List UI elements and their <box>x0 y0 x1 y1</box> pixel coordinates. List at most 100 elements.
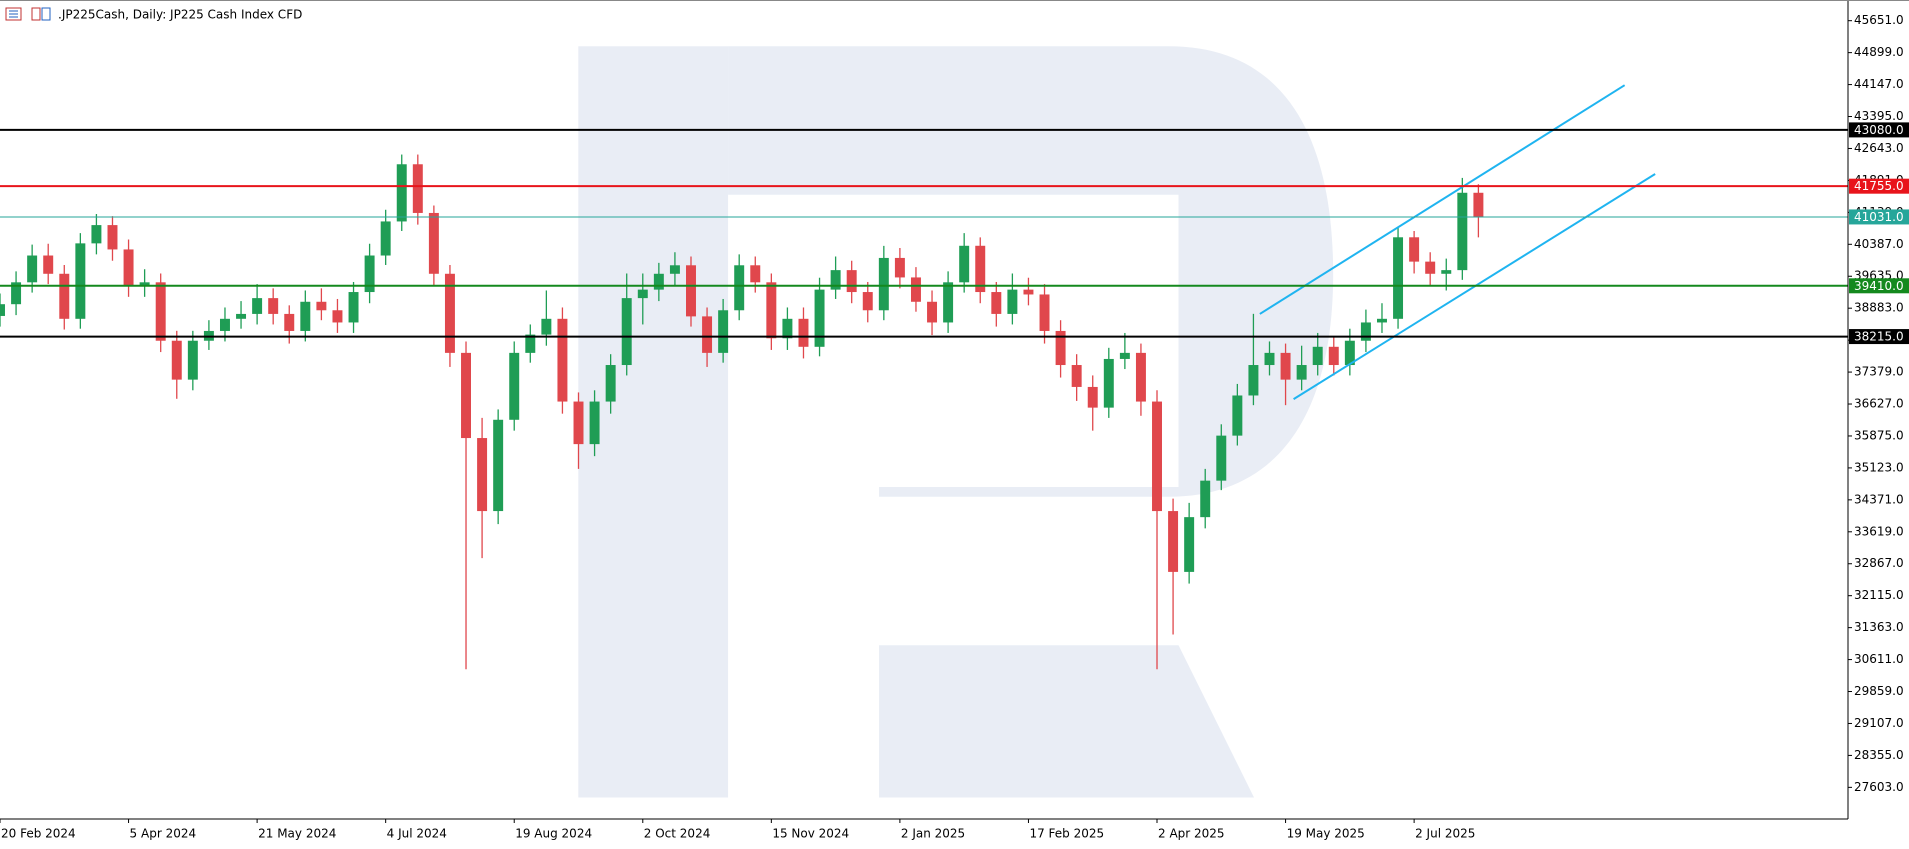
candle-body <box>653 273 664 290</box>
candle-body <box>637 289 648 299</box>
trend-line <box>1259 84 1626 315</box>
candle-body <box>1119 352 1130 359</box>
candle-body <box>750 265 761 283</box>
level-label-box <box>1849 209 1909 225</box>
x-tick-label: 5 Apr 2024 <box>130 827 197 841</box>
x-tick-label: 19 May 2025 <box>1287 827 1365 841</box>
y-tick-label: 40387.0 <box>1854 237 1904 251</box>
candle-body <box>557 318 568 402</box>
candle-body <box>43 255 54 274</box>
y-tick-label: 30611.0 <box>1854 652 1904 666</box>
y-tick-label: 34371.0 <box>1854 492 1904 506</box>
candle-body <box>1103 358 1114 408</box>
candle-body <box>1296 365 1307 380</box>
candle-body <box>1087 386 1098 408</box>
y-tick-label: 43395.0 <box>1854 109 1904 123</box>
candle-body <box>139 282 150 286</box>
candle-body <box>1328 346 1339 366</box>
candle-body <box>428 212 439 274</box>
y-tick-label: 33619.0 <box>1854 524 1904 538</box>
x-tick-label: 15 Nov 2024 <box>772 827 849 841</box>
candle-body <box>991 292 1002 314</box>
candle-body <box>1360 322 1371 341</box>
x-tick-label: 21 May 2024 <box>258 827 336 841</box>
candle-body <box>959 245 970 283</box>
x-tick-label: 2 Oct 2024 <box>644 827 711 841</box>
candle-body <box>364 255 375 293</box>
candle-body <box>11 282 22 305</box>
candle-body <box>589 401 600 445</box>
level-label-box <box>1849 278 1909 294</box>
x-tick-label: 20 Feb 2024 <box>1 827 76 841</box>
candle-body <box>975 245 986 293</box>
candle-body <box>573 401 584 445</box>
candle-body <box>1071 365 1082 387</box>
candle-body <box>284 313 295 331</box>
candle-body <box>1023 289 1034 295</box>
candle-body <box>1039 294 1050 331</box>
candle-body <box>0 304 5 316</box>
candle-body <box>396 164 407 222</box>
y-tick-label: 35123.0 <box>1854 460 1904 474</box>
x-tick-label: 2 Jul 2025 <box>1415 827 1475 841</box>
watermark <box>578 46 1334 798</box>
candle-body <box>894 257 905 278</box>
candle-body <box>927 301 938 323</box>
level-label: 43080.0 <box>1854 123 1904 137</box>
candle-body <box>541 318 552 335</box>
candle-body <box>1425 261 1436 274</box>
y-tick-label: 28355.0 <box>1854 748 1904 762</box>
candle-body <box>219 318 230 331</box>
candle-body <box>702 316 713 353</box>
x-tick-label: 4 Jul 2024 <box>387 827 447 841</box>
candle-body <box>878 257 889 311</box>
candle-body <box>348 292 359 323</box>
candle-body <box>1200 480 1211 518</box>
y-tick-label: 29859.0 <box>1854 684 1904 698</box>
candle-body <box>1216 435 1227 481</box>
candle-body <box>477 438 488 512</box>
y-tick-label: 27603.0 <box>1854 780 1904 794</box>
candle-body <box>1152 401 1162 512</box>
level-label: 38215.0 <box>1854 330 1904 344</box>
candle-body <box>332 310 343 323</box>
y-tick-label: 37379.0 <box>1854 365 1904 379</box>
candle-body <box>91 225 102 244</box>
y-tick-label: 44147.0 <box>1854 77 1904 91</box>
candle-body <box>1135 352 1146 402</box>
candle-body <box>268 298 279 314</box>
level-label-box <box>1849 178 1909 194</box>
candle-body <box>621 298 632 366</box>
candle-body <box>1457 192 1468 271</box>
level-label-box <box>1849 122 1909 138</box>
candle-body <box>943 282 954 323</box>
candle-body <box>814 289 825 347</box>
chart-title: .JP225Cash, Daily: JP225 Cash Index CFD <box>58 8 302 22</box>
candle-body <box>1409 237 1420 262</box>
y-tick-label: 36627.0 <box>1854 397 1904 411</box>
y-tick-label: 29107.0 <box>1854 716 1904 730</box>
candle-body <box>509 352 520 420</box>
candle-body <box>1344 340 1355 366</box>
candle-body <box>107 225 118 250</box>
candle-body <box>782 318 793 339</box>
candle-body <box>444 273 455 353</box>
header-icons <box>5 7 51 21</box>
level-label-box <box>1849 329 1909 345</box>
candle-body <box>766 282 777 339</box>
x-tick-label: 19 Aug 2024 <box>515 827 592 841</box>
y-tick-label: 32867.0 <box>1854 556 1904 570</box>
candle-body <box>1377 318 1387 323</box>
y-tick-label: 38883.0 <box>1854 301 1904 315</box>
candle-body <box>718 310 729 353</box>
candle-body <box>525 334 536 353</box>
candle-body <box>412 164 423 213</box>
level-label: 39410.0 <box>1854 279 1904 293</box>
candle-body <box>27 255 38 283</box>
candle-body <box>123 249 134 286</box>
candle-body <box>1232 395 1243 436</box>
candle-body <box>846 270 857 293</box>
candle-body <box>1007 289 1018 314</box>
